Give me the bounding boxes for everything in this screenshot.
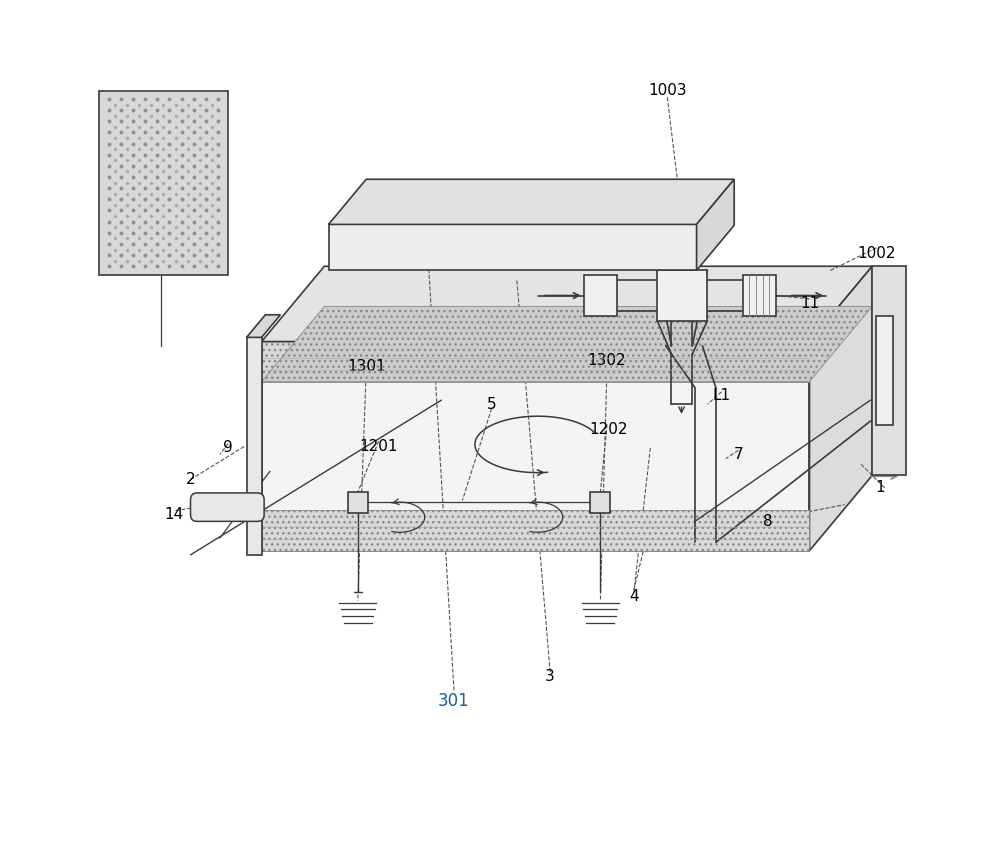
Polygon shape (329, 179, 734, 225)
Text: 8: 8 (763, 514, 772, 529)
Polygon shape (262, 342, 809, 381)
Text: 5: 5 (487, 397, 496, 412)
Polygon shape (247, 315, 280, 338)
Text: 1201: 1201 (359, 439, 398, 454)
Text: 301: 301 (438, 692, 470, 710)
Text: 4: 4 (629, 589, 639, 605)
Polygon shape (697, 179, 734, 270)
Polygon shape (262, 266, 872, 342)
Polygon shape (262, 306, 872, 381)
Text: 9: 9 (223, 440, 233, 456)
Text: 3: 3 (545, 669, 555, 684)
Text: 11: 11 (800, 296, 819, 312)
Text: 2: 2 (186, 472, 195, 487)
Polygon shape (262, 510, 809, 551)
Text: 1202: 1202 (589, 422, 628, 437)
Polygon shape (247, 338, 262, 555)
Text: 1002: 1002 (857, 246, 896, 261)
Polygon shape (584, 274, 617, 317)
Polygon shape (262, 342, 809, 551)
Text: 1301: 1301 (347, 360, 385, 374)
Text: L1: L1 (713, 388, 731, 403)
Polygon shape (657, 270, 707, 321)
Text: 7: 7 (734, 447, 743, 462)
Text: 1: 1 (876, 481, 885, 495)
Polygon shape (876, 317, 893, 425)
Polygon shape (872, 266, 906, 476)
Text: 14: 14 (164, 507, 183, 522)
Text: 6: 6 (236, 501, 246, 516)
Polygon shape (743, 274, 776, 317)
FancyBboxPatch shape (191, 493, 264, 521)
Polygon shape (590, 492, 610, 513)
Polygon shape (809, 266, 872, 551)
Text: 1001: 1001 (543, 246, 581, 261)
Polygon shape (329, 225, 697, 270)
Text: 10: 10 (674, 230, 694, 244)
Polygon shape (348, 492, 368, 513)
Bar (99, 91, 228, 274)
Text: 1003: 1003 (648, 83, 687, 99)
Text: 1302: 1302 (588, 354, 626, 368)
